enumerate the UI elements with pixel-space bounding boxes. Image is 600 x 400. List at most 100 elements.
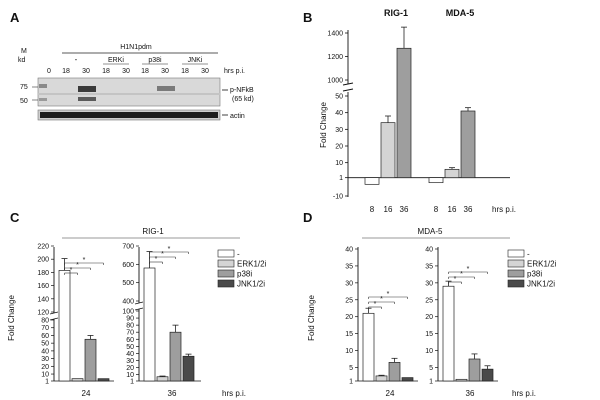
panel-d-ytick-label: 1 — [429, 379, 433, 386]
panel-c-bar — [143, 267, 156, 382]
panel-d-ytick-label: 40 — [425, 247, 433, 254]
panel-d-legend-label: JNK1/2i — [527, 280, 555, 289]
panel-d-legend-swatch — [507, 269, 525, 278]
panel-d-legend-swatch — [507, 259, 525, 268]
panel-d-legend-label: p38i — [527, 270, 542, 279]
blot-marker-50: 50 — [20, 98, 28, 105]
panel-c-xlabel: hrs p.i. — [222, 389, 246, 398]
blot-ladder-band-75 — [39, 84, 47, 88]
blot-band-pnfkb-p38-30 — [157, 86, 175, 91]
blot-time-label: hrs p.i. — [224, 68, 245, 75]
panel-d-ylabel: Fold Change — [307, 295, 316, 341]
panel-c-legend-swatch — [217, 249, 235, 258]
panel-c-legend-swatch — [217, 279, 235, 288]
panel-c-ylabel: Fold Change — [7, 295, 16, 341]
panel-d-xlabel: hrs p.i. — [512, 389, 536, 398]
panel-c-ytick-label: 10 — [41, 372, 49, 379]
blot-actin-label: actin — [230, 113, 245, 120]
panel-c-ytick-label: 600 — [122, 262, 134, 269]
panel-b-title-mda5: MDA-5 — [446, 8, 475, 18]
panel-c-ytick-label: 120 — [37, 310, 49, 317]
panel-d-bar — [455, 378, 468, 382]
panel-d-ytick-label: 10 — [345, 348, 353, 355]
blot-membrane — [37, 77, 221, 107]
panel-c-axis-break — [134, 307, 144, 311]
panel-c-bar — [182, 355, 195, 382]
panel-d-legend-swatch — [507, 279, 525, 288]
panel-c-ytick-label: 500 — [122, 280, 134, 287]
panel-c-title: RIG-1 — [142, 227, 164, 236]
panel-b-ytick-label: 10 — [335, 160, 343, 167]
panel-c-legend-swatch — [217, 269, 235, 278]
panel-b-ytick-label: 20 — [335, 144, 343, 151]
panel-b-xtick-label: 36 — [464, 205, 473, 214]
panel-d-time-label: 36 — [466, 389, 475, 398]
blot-group-p38: p38i — [148, 57, 162, 64]
blot-band-size: (65 kd) — [232, 96, 254, 103]
panel-b-ytick-label: 30 — [335, 127, 343, 134]
panel-c-ytick-label: 160 — [37, 283, 49, 290]
panel-c-sig-mark: * — [155, 256, 158, 263]
panel-letter-b: B — [303, 10, 312, 25]
panel-b-title-rig1: RIG-1 — [384, 8, 408, 18]
panel-b-bar — [444, 168, 460, 179]
panel-d-legend-label: ERK1/2i — [527, 260, 557, 269]
panel-c-ytick-label: 40 — [126, 351, 134, 358]
panel-letter-c: C — [10, 210, 20, 225]
blot-lane-label: 18 — [62, 68, 70, 75]
panel-c-ytick-label: 700 — [122, 244, 134, 251]
panel-c-ytick-label: 70 — [126, 330, 134, 337]
panel-c-ytick-label: 140 — [37, 296, 49, 303]
panel-b-xtick-label: 8 — [370, 205, 375, 214]
blot-band-pnfkb-untreated-30 — [78, 86, 96, 92]
blot-band-label: p-NFkB — [230, 87, 254, 94]
panel-c-bar — [97, 378, 110, 382]
panel-c-sig-mark: * — [83, 257, 86, 264]
panel-c-ytick-label: 70 — [41, 325, 49, 332]
blot-marker-75: 75 — [20, 84, 28, 91]
panel-d-ytick-label: 1 — [349, 379, 353, 386]
blot-panel: M kd H1N1pdm - ERKi p38i JNKi 0 18 30 18 30 1… — [18, 44, 254, 121]
panel-b-ytick-label: 1200 — [327, 54, 343, 61]
panel-c-ytick-label: 50 — [41, 341, 49, 348]
panel-d-ytick-label: 5 — [349, 365, 353, 372]
panel-b-axis-break — [342, 88, 354, 92]
blot-lane-label: 30 — [201, 68, 209, 75]
panel-c-ytick-label: 60 — [126, 337, 134, 344]
panel-c-ytick-label: 1 — [130, 379, 134, 386]
panel-b-bar — [396, 47, 412, 179]
panel-b-bar — [428, 177, 444, 184]
panel-d-bar — [401, 377, 414, 382]
blot-lane-label: 30 — [161, 68, 169, 75]
panel-d-ytick-label: 40 — [345, 247, 353, 254]
panel-c-legend-label: ERK1/2i — [237, 260, 267, 269]
panel-d-bar — [481, 368, 494, 382]
panel-c-ytick-label: 400 — [122, 299, 134, 306]
panel-d-ytick-label: 20 — [425, 314, 433, 321]
panel-c-bar — [156, 376, 169, 382]
panel-c-axis-break — [134, 301, 144, 305]
panel-d-ytick-label: 30 — [345, 280, 353, 287]
panel-c-ytick-label: 20 — [41, 364, 49, 371]
panel-d-bar — [375, 375, 388, 382]
panel-d-sig-mark: * — [380, 296, 383, 303]
panel-c-ytick-label: 80 — [41, 318, 49, 325]
blot-group-untreated: - — [75, 55, 78, 64]
panel-d-legend-swatch — [507, 249, 525, 258]
panel-d-sig-mark: * — [467, 266, 470, 273]
panel-d-ytick-label: 35 — [425, 263, 433, 270]
panel-d-ytick-label: 20 — [345, 314, 353, 321]
panel-b-ytick-label: 1000 — [327, 78, 343, 85]
blot-lane-labels: 0 18 30 18 30 18 30 18 30 — [47, 68, 209, 75]
panel-b-chart: RIG-1 MDA-5 -10 1 10 20 30 40 50 1000 1200 1400 Fold… — [319, 8, 516, 214]
blot-actin-bands — [40, 112, 218, 118]
panel-d-bar — [442, 285, 455, 382]
panel-d-ytick-label: 35 — [345, 263, 353, 270]
panel-c-ytick-label: 40 — [41, 348, 49, 355]
panel-b-ytick-label: 1 — [339, 175, 343, 182]
panel-c-ytick-label: 30 — [126, 358, 134, 365]
blot-lane-label: 18 — [181, 68, 189, 75]
panel-c-time-label: 24 — [82, 389, 91, 398]
panel-c-bar — [71, 378, 84, 382]
